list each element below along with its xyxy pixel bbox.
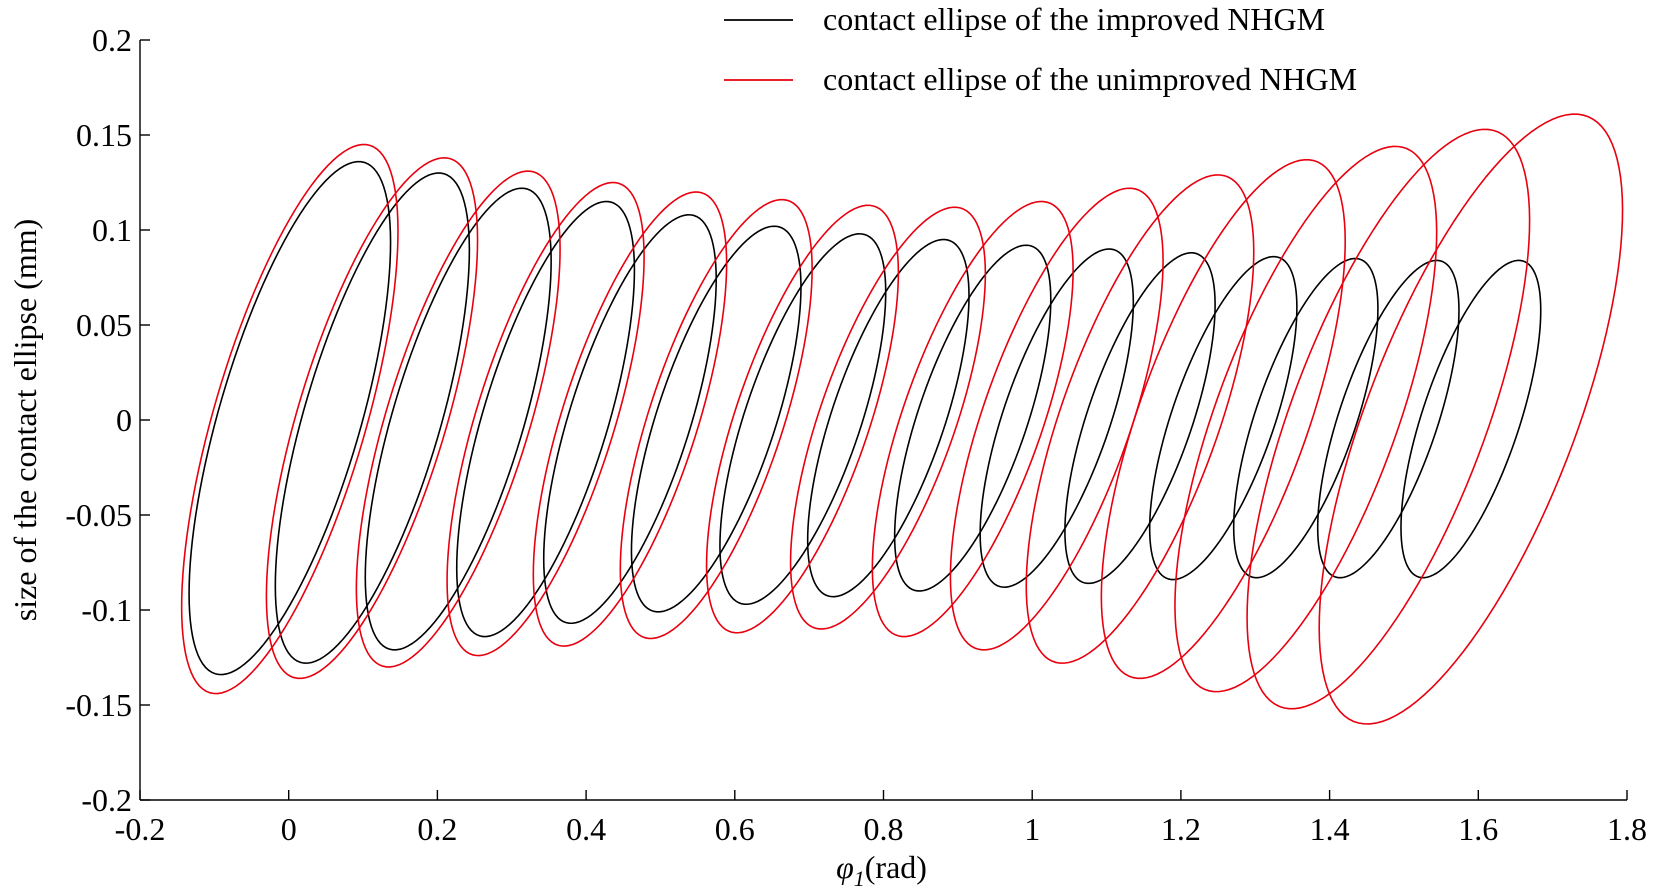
contact-ellipse (949, 187, 1164, 651)
x-tick-label: 0.2 (417, 811, 457, 847)
y-tick-label: -0.15 (65, 687, 132, 723)
legend-label: contact ellipse of the improved NHGM (823, 1, 1325, 37)
x-tick-label: 0.8 (864, 811, 904, 847)
contact-ellipse (542, 214, 718, 625)
contact-ellipse (188, 160, 392, 676)
contact-ellipse (1174, 145, 1438, 693)
contact-ellipse (355, 170, 561, 668)
x-tick-label: 1.2 (1161, 811, 1201, 847)
x-tick-label: -0.2 (115, 811, 166, 847)
legend: contact ellipse of the improved NHGM cont… (724, 1, 1357, 97)
x-tick-label: 0.4 (566, 811, 606, 847)
x-tick-label: 1.4 (1310, 811, 1350, 847)
contact-ellipse (180, 143, 399, 695)
contact-ellipse (1400, 259, 1542, 579)
series-unimproved (180, 113, 1624, 725)
contact-ellipse (446, 181, 645, 657)
y-tick-label: 0.2 (92, 22, 132, 58)
series-improved (188, 160, 1542, 676)
contact-ellipse (1148, 255, 1298, 581)
contact-ellipse (1318, 113, 1624, 725)
x-axis-unit: (rad) (865, 849, 927, 885)
contact-ellipse (719, 233, 887, 606)
contact-ellipse (1064, 252, 1216, 585)
x-axis-ticks: -0.2 0 0.2 0.4 0.6 0.8 1 1.2 1.4 1.6 1.8 (115, 790, 1647, 847)
x-axis-subscript: 1 (854, 866, 865, 891)
contact-ellipse (265, 157, 479, 680)
contact-ellipse (1025, 174, 1255, 664)
y-tick-label: -0.2 (81, 782, 132, 818)
y-axis-title: size of the contact ellipse (mm) (7, 219, 43, 622)
plot-area: -0.2 0 0.2 0.4 0.6 0.8 1 1.2 1.4 1.6 1.8 -0.2 -0.15… (65, 22, 1647, 847)
y-tick-label: 0.05 (76, 307, 132, 343)
contact-ellipse (364, 187, 552, 651)
y-tick-label: 0.15 (76, 117, 132, 153)
x-axis-title: φ1(rad) (836, 849, 927, 891)
contact-ellipse (1246, 128, 1531, 710)
contact-ellipse (893, 244, 1052, 592)
y-tick-label: 0 (116, 402, 132, 438)
contact-ellipse (1100, 158, 1347, 680)
contact-ellipse (630, 225, 802, 613)
x-tick-label: 0 (281, 811, 297, 847)
x-tick-label: 1.6 (1458, 811, 1498, 847)
y-tick-label: 0.1 (92, 212, 132, 248)
x-tick-label: 1.8 (1607, 811, 1647, 847)
contact-ellipse (705, 204, 900, 634)
contact-ellipse (806, 238, 970, 598)
x-tick-label: 1 (1024, 811, 1040, 847)
contact-ellipse (532, 191, 728, 647)
contact-ellipse (871, 200, 1074, 638)
contact-ellipse (619, 198, 813, 640)
contact-ellipse (1316, 259, 1460, 579)
x-axis-symbol: φ (836, 849, 854, 885)
legend-label: contact ellipse of the unimproved NHGM (823, 61, 1357, 97)
contact-ellipse (979, 248, 1135, 588)
series-layer (180, 113, 1624, 725)
x-tick-label: 0.6 (715, 811, 755, 847)
y-tick-label: -0.05 (65, 497, 132, 533)
y-axis-ticks: -0.2 -0.15 -0.1 -0.05 0 0.05 0.1 0.15 0.2 (65, 22, 150, 818)
contact-ellipse (789, 206, 987, 630)
contact-ellipse (455, 200, 636, 638)
y-tick-label: -0.1 (81, 592, 132, 628)
contact-ellipse (274, 172, 471, 664)
